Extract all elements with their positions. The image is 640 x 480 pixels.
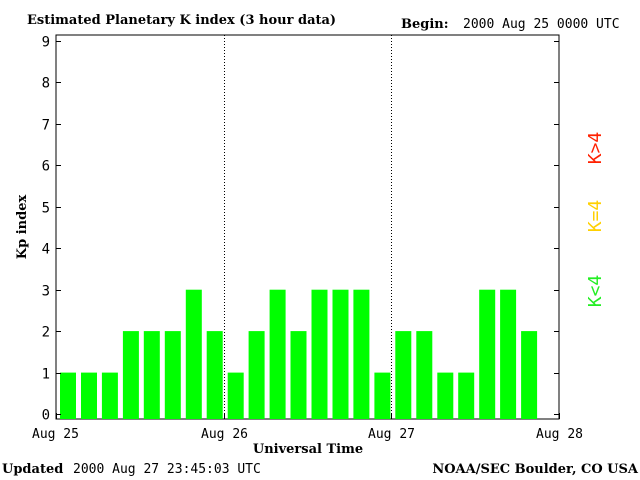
kp-bar [269, 289, 286, 419]
y-tick-label: 3 [42, 284, 50, 300]
y-tick-label: 2 [42, 325, 50, 341]
x-tick-label: Aug 27 [368, 427, 415, 442]
x-axis: Aug 25 Aug 26 Aug 27 Aug 28 [32, 413, 583, 442]
y-tick-label: 0 [42, 408, 50, 424]
kp-bar [500, 289, 517, 419]
chart-title: Estimated Planetary K index (3 hour data… [27, 13, 336, 28]
x-tick-label: Aug 26 [201, 427, 248, 442]
begin-label: Begin: [401, 17, 449, 32]
kp-bar [437, 372, 454, 419]
x-axis-label: Universal Time [253, 442, 363, 457]
plot-frame [55, 34, 560, 420]
kp-bar [332, 289, 349, 419]
day-separators [224, 35, 392, 419]
kp-bar [248, 331, 265, 419]
bars [60, 289, 538, 419]
kp-bar [227, 372, 244, 419]
y-axis: 0 1 2 3 4 5 6 7 8 9 [42, 35, 559, 424]
legend-k-less-4: K<4 [585, 275, 606, 308]
kp-bar [185, 289, 202, 419]
kp-bar [395, 331, 412, 419]
kp-bar [60, 372, 76, 419]
y-tick-label: 6 [42, 159, 50, 175]
legend-k-equal-4: K=4 [585, 200, 606, 233]
kp-bar [374, 372, 391, 419]
y-tick-label: 1 [42, 367, 50, 383]
updated-value: 2000 Aug 27 23:45:03 UTC [73, 462, 261, 477]
source-credit: NOAA/SEC Boulder, CO USA [432, 462, 639, 477]
kp-bar [81, 372, 97, 419]
kp-bar [521, 331, 538, 419]
y-tick-label: 4 [42, 242, 50, 258]
kp-bar [206, 331, 223, 419]
kp-bar [164, 331, 181, 419]
kp-bar [101, 372, 118, 419]
kp-bar [143, 331, 160, 419]
begin-value: 2000 Aug 25 0000 UTC [463, 17, 620, 32]
y-axis-label: Kp index [15, 195, 30, 260]
y-tick-label: 9 [42, 35, 50, 51]
x-tick-label: Aug 25 [32, 427, 79, 442]
y-tick-label: 8 [42, 76, 50, 92]
y-tick-label: 7 [42, 118, 50, 134]
updated-label: Updated [2, 462, 63, 477]
kp-bar [122, 331, 139, 419]
kp-bar [290, 331, 307, 419]
y-tick-label: 5 [42, 201, 50, 217]
kp-bar [353, 289, 370, 419]
kp-bar [311, 289, 328, 419]
kp-bar [416, 331, 433, 419]
kp-bar [479, 289, 496, 419]
kp-bar [458, 372, 475, 419]
legend-k-greater-4: K>4 [585, 132, 606, 165]
x-tick-label: Aug 28 [536, 427, 583, 442]
